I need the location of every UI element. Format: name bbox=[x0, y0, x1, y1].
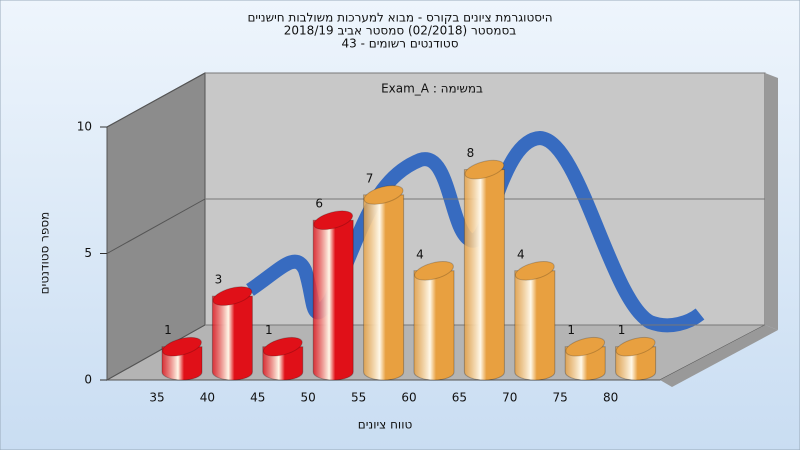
value-label: 4 bbox=[517, 247, 525, 261]
y-tick-label: 5 bbox=[84, 246, 92, 260]
bar-body bbox=[312, 219, 354, 381]
y-tick-label: 0 bbox=[84, 373, 92, 387]
x-tick-label: 70 bbox=[502, 391, 517, 405]
value-label: 6 bbox=[315, 197, 323, 211]
x-tick-label: 40 bbox=[200, 391, 215, 405]
x-tick-label: 80 bbox=[603, 391, 618, 405]
bar-top bbox=[212, 286, 253, 306]
grid-line bbox=[106, 324, 206, 381]
annotation: Exam_A : במשימה bbox=[381, 82, 483, 96]
bar-top bbox=[313, 210, 354, 231]
title: סטודנטים רשומים - 43 bbox=[341, 37, 458, 51]
bar-top bbox=[363, 185, 404, 205]
bar bbox=[312, 210, 354, 381]
x-tick-label: 60 bbox=[401, 391, 416, 405]
bar bbox=[463, 159, 505, 381]
bar-body bbox=[211, 295, 253, 381]
title: בסמסטר (02/2018) סמסטר אביב 2018/19 bbox=[284, 24, 516, 38]
y-axis-label: מספר סטודנטים bbox=[38, 212, 52, 295]
bar-top bbox=[162, 336, 202, 357]
bar-top bbox=[565, 336, 606, 357]
grid-line bbox=[106, 72, 206, 128]
bar-body bbox=[363, 194, 405, 381]
y-tick-label: 10 bbox=[77, 120, 92, 134]
normal-curve bbox=[246, 130, 705, 333]
bar-top bbox=[514, 260, 555, 281]
x-tick-label: 50 bbox=[301, 391, 316, 405]
value-label: 1 bbox=[265, 323, 273, 337]
grid-line bbox=[106, 198, 206, 254]
x-axis-label: טווח ציונים bbox=[358, 418, 413, 432]
bar-body bbox=[413, 270, 455, 381]
bar-top bbox=[414, 260, 454, 281]
bar bbox=[161, 336, 203, 381]
x-tick-label: 45 bbox=[250, 391, 265, 405]
bar bbox=[413, 260, 455, 381]
bar bbox=[615, 336, 657, 381]
bar bbox=[564, 336, 606, 381]
x-tick-label: 55 bbox=[351, 391, 366, 405]
value-label: 4 bbox=[416, 247, 424, 261]
value-label: 7 bbox=[366, 171, 374, 185]
value-label: 1 bbox=[164, 323, 172, 337]
floor-edge bbox=[660, 325, 778, 387]
x-tick-label: 65 bbox=[452, 391, 467, 405]
bar bbox=[211, 286, 253, 381]
bar-top bbox=[615, 336, 656, 357]
wall-edge bbox=[765, 73, 778, 330]
x-tick-label: 75 bbox=[553, 391, 568, 405]
bar-body bbox=[463, 169, 505, 381]
bar bbox=[363, 185, 405, 381]
value-label: 1 bbox=[567, 323, 575, 337]
bar-body bbox=[514, 270, 556, 381]
title: היסטוגרמת ציונים בקורס - מבוא למערכות מש… bbox=[247, 11, 552, 25]
bar bbox=[262, 336, 304, 381]
value-label: 8 bbox=[467, 146, 475, 160]
bar-top bbox=[262, 336, 303, 357]
bar bbox=[514, 260, 556, 381]
value-label: 1 bbox=[618, 323, 626, 337]
value-label: 3 bbox=[215, 273, 223, 287]
x-tick-label: 35 bbox=[149, 391, 164, 405]
bar-top bbox=[464, 159, 505, 180]
